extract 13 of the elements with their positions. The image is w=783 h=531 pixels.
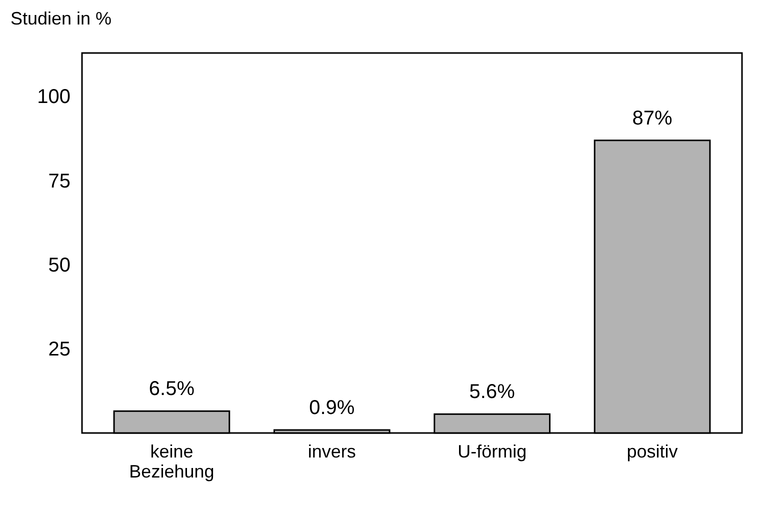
y-axis-title: Studien in %: [10, 8, 112, 28]
y-tick-label: 25: [48, 338, 70, 360]
y-tick-label: 50: [48, 254, 70, 276]
data-label: 0.9%: [309, 396, 355, 419]
data-label: 87%: [632, 107, 673, 130]
y-tick-label: 75: [48, 170, 70, 192]
x-tick-label: U-förmig: [458, 442, 527, 462]
x-tick-label: invers: [308, 442, 356, 462]
data-label: 6.5%: [148, 378, 195, 400]
x-tick-label: positiv: [626, 442, 678, 462]
x-tick-label: keine Beziehung: [129, 442, 214, 482]
y-tick-label: 100: [37, 86, 70, 108]
data-label: 5.6%: [469, 381, 516, 404]
